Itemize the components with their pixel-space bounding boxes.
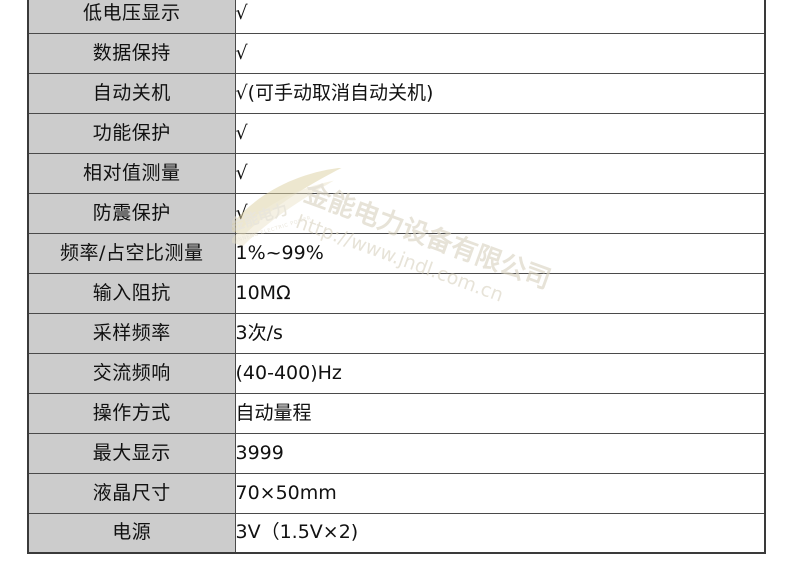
row-label-cell: 低电压显示: [27, 0, 236, 34]
row-value-cell: √: [234, 32, 766, 74]
table-row: 功能保护 √: [27, 112, 766, 154]
row-label-cell: 防震保护: [27, 192, 236, 234]
row-value-cell: 1%~99%: [234, 232, 766, 274]
table-row: 自动关机 √(可手动取消自动关机): [27, 72, 766, 114]
row-value-text: √(可手动取消自动关机): [235, 81, 434, 104]
table-row: 数据保持 √: [27, 32, 766, 74]
table-row: 相对值测量 √: [27, 152, 766, 194]
row-value-cell: √(可手动取消自动关机): [234, 72, 766, 114]
row-value-text: 3999: [235, 441, 284, 464]
row-value-text: 自动量程: [235, 401, 312, 424]
row-value-text: √: [235, 161, 248, 184]
row-label-cell: 输入阻抗: [27, 272, 236, 314]
row-label-cell: 采样频率: [27, 312, 236, 354]
row-value-cell: √: [234, 0, 766, 34]
row-label-cell: 频率/占空比测量: [27, 232, 236, 274]
row-value-text: √: [235, 41, 248, 64]
row-value-text: √: [235, 121, 248, 144]
table-row: 最大显示 3999: [27, 432, 766, 474]
table-row: 操作方式 自动量程: [27, 392, 766, 434]
spec-table-container: 低电压显示 √ 数据保持 √ 自动关机 √(可手动取消自动关机) 功能保护 √ 相对值测量 √ 防震…: [27, 0, 766, 554]
table-row: 频率/占空比测量 1%~99%: [27, 232, 766, 274]
row-label-cell: 自动关机: [27, 72, 236, 114]
row-value-text: (40-400)Hz: [235, 361, 342, 384]
table-row: 液晶尺寸 70×50mm: [27, 472, 766, 514]
row-value-cell: 10MΩ: [234, 272, 766, 314]
row-value-cell: 自动量程: [234, 392, 766, 434]
table-row: 电源 3V（1.5V×2): [27, 512, 766, 554]
row-value-cell: √: [234, 112, 766, 154]
table-row: 防震保护 √: [27, 192, 766, 234]
row-value-cell: 3999: [234, 432, 766, 474]
table-row: 低电压显示 √: [27, 0, 766, 34]
row-label-cell: 相对值测量: [27, 152, 236, 194]
row-label-cell: 数据保持: [27, 32, 236, 74]
row-value-text: √: [235, 1, 248, 24]
row-value-cell: √: [234, 192, 766, 234]
row-value-cell: (40-400)Hz: [234, 352, 766, 394]
row-value-text: 70×50mm: [235, 481, 337, 504]
table-row: 输入阻抗 10MΩ: [27, 272, 766, 314]
row-label-cell: 交流频响: [27, 352, 236, 394]
spec-table: 低电压显示 √ 数据保持 √ 自动关机 √(可手动取消自动关机) 功能保护 √ 相对值测量 √ 防震…: [27, 0, 766, 554]
table-row: 采样频率 3次/s: [27, 312, 766, 354]
row-value-cell: 3V（1.5V×2): [234, 512, 766, 554]
table-row: 交流频响 (40-400)Hz: [27, 352, 766, 394]
row-value-cell: 3次/s: [234, 312, 766, 354]
row-label-cell: 操作方式: [27, 392, 236, 434]
row-value-text: 3V（1.5V×2): [235, 521, 359, 544]
row-label-cell: 电源: [27, 512, 236, 554]
spec-table-body: 低电压显示 √ 数据保持 √ 自动关机 √(可手动取消自动关机) 功能保护 √ 相对值测量 √ 防震…: [27, 0, 766, 554]
row-value-cell: √: [234, 152, 766, 194]
row-value-text: √: [235, 201, 248, 224]
row-value-text: 3次/s: [235, 321, 283, 344]
row-label-cell: 液晶尺寸: [27, 472, 236, 514]
row-value-text: 10MΩ: [235, 281, 291, 304]
row-value-text: 1%~99%: [235, 241, 324, 264]
row-label-cell: 功能保护: [27, 112, 236, 154]
row-label-cell: 最大显示: [27, 432, 236, 474]
row-value-cell: 70×50mm: [234, 472, 766, 514]
